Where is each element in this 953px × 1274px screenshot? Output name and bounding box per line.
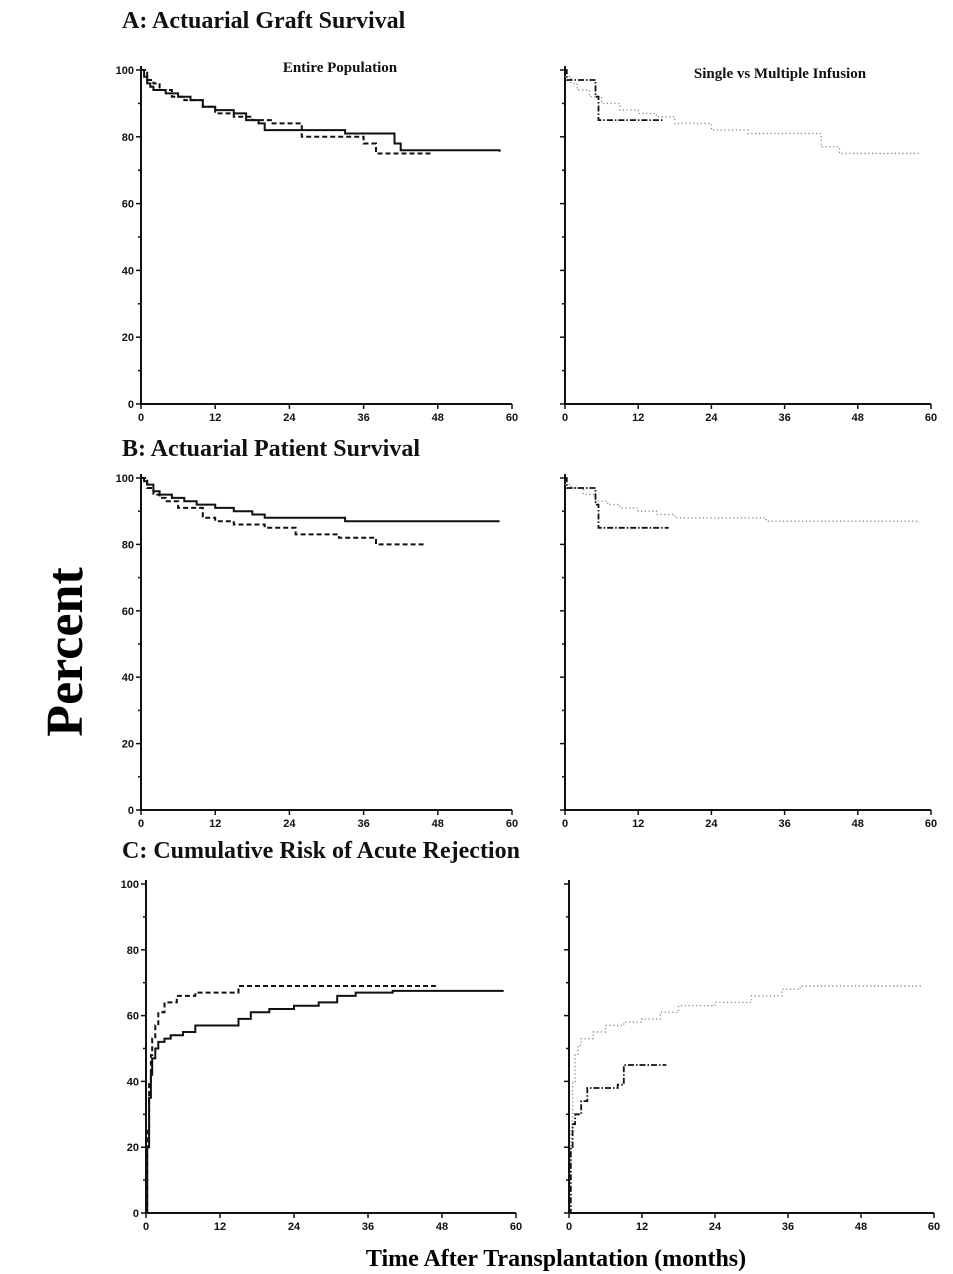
x-tick-label: 12 xyxy=(209,818,221,830)
x-tick-label: 60 xyxy=(510,1221,522,1233)
x-tick-label: 24 xyxy=(283,412,296,424)
x-tick-label: 48 xyxy=(852,412,864,424)
y-tick-label: 40 xyxy=(122,672,134,684)
x-tick-label: 36 xyxy=(778,818,790,830)
y-tick-label: 100 xyxy=(116,473,134,485)
x-tick-label: 48 xyxy=(436,1221,448,1233)
y-tick-label: 20 xyxy=(122,739,134,751)
panel-label: Entire Population xyxy=(283,60,398,76)
x-tick-label: 60 xyxy=(925,818,937,830)
y-tick-label: 100 xyxy=(121,879,139,891)
x-tick-label: 48 xyxy=(852,818,864,830)
x-tick-label: 0 xyxy=(562,412,568,424)
y-tick-label: 80 xyxy=(127,945,139,957)
x-tick-label: 12 xyxy=(209,412,221,424)
x-tick-label: 0 xyxy=(566,1221,572,1233)
chart-panel: 0 12 24 36 48 60 0 20 40 60 80 100 xyxy=(121,879,522,1233)
x-tick-label: 0 xyxy=(562,818,568,830)
x-tick-label: 48 xyxy=(432,412,444,424)
series-line-dotted xyxy=(565,483,920,523)
series-line-dashdot xyxy=(565,69,663,121)
x-tick-label: 36 xyxy=(778,412,790,424)
series-line-dashdot xyxy=(565,477,669,529)
series-line-dotted xyxy=(565,76,919,155)
x-tick-label: 12 xyxy=(632,818,644,830)
series-line-solid xyxy=(141,477,500,523)
y-tick-label: 0 xyxy=(128,805,134,817)
series-line-dashed xyxy=(146,985,436,1214)
x-tick-label: 60 xyxy=(925,412,937,424)
panels: 0 12 24 36 48 60 0 20 40 60 80 100 Entire Population… xyxy=(116,60,940,1233)
series-line-solid xyxy=(146,989,504,1214)
x-tick-label: 0 xyxy=(138,818,144,830)
y-tick-label: 0 xyxy=(128,399,134,411)
chart-panel: 0 12 24 36 48 60 0 20 40 60 80 100 Entire Population xyxy=(116,60,518,424)
x-tick-label: 24 xyxy=(283,818,296,830)
y-tick-label: 80 xyxy=(122,132,134,144)
x-tick-label: 60 xyxy=(506,412,518,424)
x-tick-label: 12 xyxy=(632,412,644,424)
x-tick-label: 24 xyxy=(709,1221,722,1233)
y-tick-label: 0 xyxy=(133,1208,139,1220)
x-tick-label: 36 xyxy=(362,1221,374,1233)
y-tick-label: 40 xyxy=(122,265,134,277)
x-tick-label: 24 xyxy=(705,818,718,830)
x-tick-label: 24 xyxy=(705,412,718,424)
x-axis-label: Time After Transplantation (months) xyxy=(366,1246,746,1272)
series-line-dashdot xyxy=(569,1064,667,1214)
section-title-c: C: Cumulative Risk of Acute Rejection xyxy=(122,838,520,864)
series-line-dashed xyxy=(141,477,426,546)
y-tick-label: 40 xyxy=(127,1076,139,1088)
section-title-b: B: Actuarial Patient Survival xyxy=(122,436,420,462)
series-line-dashed xyxy=(141,69,432,155)
y-axis-label: Percent xyxy=(37,567,94,737)
y-tick-label: 80 xyxy=(122,539,134,551)
section-title-a: A: Actuarial Graft Survival xyxy=(122,8,406,34)
x-tick-label: 36 xyxy=(357,412,369,424)
panel-label: Single vs Multiple Infusion xyxy=(694,66,867,82)
y-tick-label: 60 xyxy=(122,606,134,618)
x-tick-label: 12 xyxy=(214,1221,226,1233)
chart-panel: 0 12 24 36 48 60 0 20 40 60 80 100 xyxy=(116,473,518,830)
y-tick-label: 100 xyxy=(116,65,134,77)
x-tick-label: 60 xyxy=(928,1221,940,1233)
series-line-solid xyxy=(141,69,501,152)
x-tick-label: 36 xyxy=(357,818,369,830)
series-line-dotted xyxy=(569,985,922,1214)
x-tick-label: 60 xyxy=(506,818,518,830)
y-tick-label: 60 xyxy=(127,1011,139,1023)
x-tick-label: 0 xyxy=(143,1221,149,1233)
x-tick-label: 36 xyxy=(782,1221,794,1233)
chart-panel: 0 12 24 36 48 60 xyxy=(560,474,937,830)
y-tick-label: 60 xyxy=(122,199,134,211)
chart-panel: 0 12 24 36 48 60 Single vs Multiple Infusion xyxy=(560,66,937,424)
x-tick-label: 24 xyxy=(288,1221,301,1233)
x-tick-label: 0 xyxy=(138,412,144,424)
x-tick-label: 12 xyxy=(636,1221,648,1233)
chart-panel: 0 12 24 36 48 60 xyxy=(564,880,940,1233)
y-tick-label: 20 xyxy=(127,1142,139,1154)
x-tick-label: 48 xyxy=(432,818,444,830)
y-tick-label: 20 xyxy=(122,332,134,344)
x-tick-label: 48 xyxy=(855,1221,867,1233)
